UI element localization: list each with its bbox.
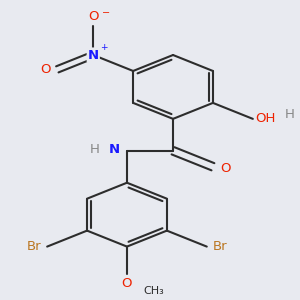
- Text: OH: OH: [255, 112, 275, 125]
- Text: O: O: [220, 162, 230, 175]
- Text: Br: Br: [27, 240, 42, 253]
- Text: H: H: [285, 108, 295, 121]
- Text: CH₃: CH₃: [143, 286, 164, 296]
- Text: Br: Br: [212, 240, 227, 253]
- Text: O: O: [88, 10, 98, 23]
- Text: N: N: [88, 49, 99, 62]
- Text: +: +: [100, 44, 107, 52]
- Text: O: O: [122, 277, 132, 290]
- Text: −: −: [102, 8, 110, 19]
- Text: H: H: [89, 143, 99, 156]
- Text: N: N: [109, 143, 120, 156]
- Text: O: O: [40, 63, 50, 76]
